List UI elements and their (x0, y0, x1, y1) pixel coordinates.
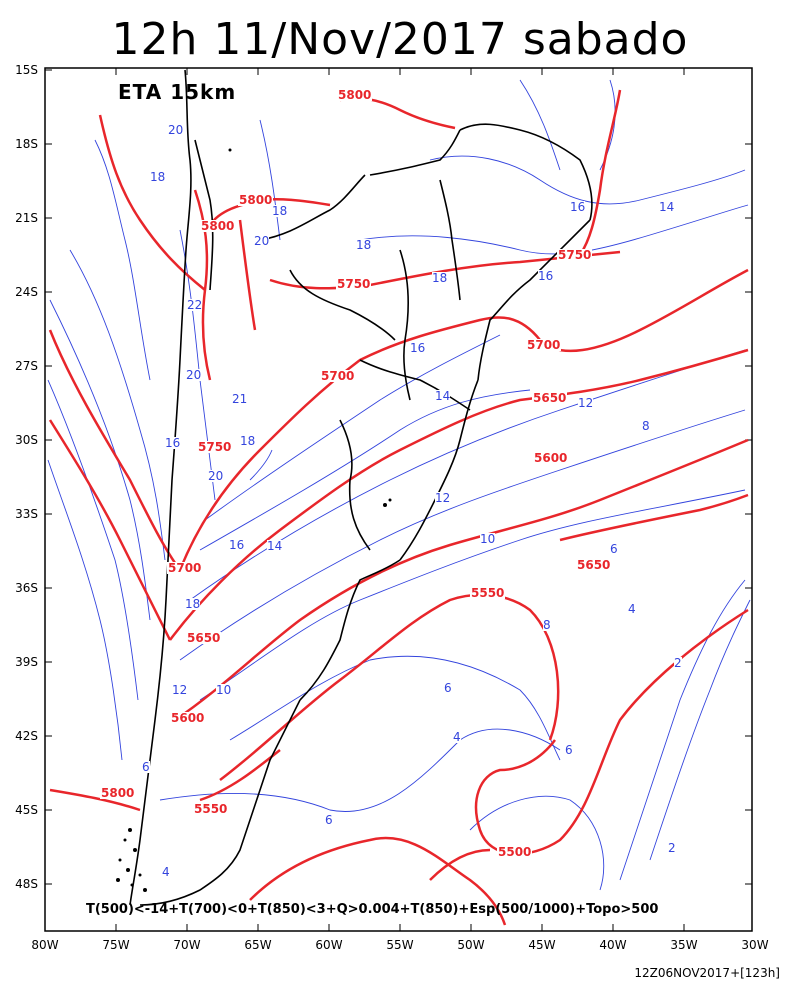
thickness-label: 5800 (337, 88, 373, 102)
latitude-label: 45S (15, 803, 38, 817)
thickness-label: 5500 (497, 845, 533, 859)
temperature-label: 21 (232, 392, 248, 406)
temperature-label: 12 (172, 683, 188, 697)
temperature-label: 6 (444, 681, 452, 695)
longitude-label: 75W (102, 938, 130, 952)
latitude-label: 48S (15, 877, 38, 891)
thickness-label: 5650 (532, 391, 568, 405)
temperature-label: 2 (668, 841, 676, 855)
temperature-label: 6 (325, 813, 333, 827)
model-run-time: 12Z06NOV2017+[123h] (634, 966, 780, 980)
thickness-label: 5550 (193, 802, 229, 816)
longitude-label: 65W (244, 938, 272, 952)
longitude-label: 30W (741, 938, 769, 952)
temperature-label: 16 (165, 436, 181, 450)
latitude-label: 42S (15, 729, 38, 743)
temperature-label: 8 (543, 618, 551, 632)
thickness-label: 5700 (320, 369, 356, 383)
latitude-label: 30S (15, 433, 38, 447)
temperature-label: 22 (187, 298, 203, 312)
thickness-label: 5700 (167, 561, 203, 575)
patagonia-islands (116, 148, 392, 892)
temperature-label: 10 (480, 532, 496, 546)
latitude-label: 33S (15, 507, 38, 521)
temperature-label: 6 (565, 743, 573, 757)
longitude-label: 55W (386, 938, 414, 952)
temperature-label: 6 (142, 760, 150, 774)
latitude-label: 36S (15, 581, 38, 595)
map-frame (44, 67, 753, 932)
temperature-label: 18 (272, 204, 288, 218)
temperature-contours (47, 79, 751, 891)
longitude-label: 40W (599, 938, 627, 952)
thickness-label: 5800 (200, 219, 236, 233)
thickness-label: 5750 (197, 440, 233, 454)
latitude-label: 27S (15, 359, 38, 373)
thickness-label: 5750 (336, 277, 372, 291)
latitude-label: 24S (15, 285, 38, 299)
map-title: 12h 11/Nov/2017 sabado (111, 14, 689, 65)
temperature-label: 16 (410, 341, 426, 355)
latitude-label: 15S (15, 63, 38, 77)
temperature-label: 10 (216, 683, 232, 697)
temperature-label: 20 (254, 234, 270, 248)
temperature-label: 12 (435, 491, 451, 505)
temperature-label: 4 (453, 730, 461, 744)
thickness-contours (48, 89, 749, 926)
thickness-label: 5600 (170, 711, 206, 725)
model-label: ETA 15km (118, 80, 237, 104)
temperature-label: 14 (267, 539, 283, 553)
temperature-label: 4 (628, 602, 636, 616)
temperature-label: 2 (674, 656, 682, 670)
temperature-label: 14 (435, 389, 451, 403)
thickness-label: 5750 (557, 248, 593, 262)
temperature-label: 16 (538, 269, 554, 283)
temperature-label: 18 (150, 170, 166, 184)
temperature-label: 6 (610, 542, 618, 556)
field-legend: T(500)<-14+T(700)<0+T(850)<3+Q>0.004+T(8… (86, 902, 659, 917)
thickness-label: 5650 (186, 631, 222, 645)
thickness-label: 5550 (470, 586, 506, 600)
coastline-borders (129, 69, 593, 906)
temperature-label: 18 (432, 271, 448, 285)
temperature-label: 18 (240, 434, 256, 448)
thickness-label: 5650 (576, 558, 612, 572)
longitude-label: 35W (670, 938, 698, 952)
temperature-label: 18 (356, 238, 372, 252)
longitude-label: 80W (31, 938, 59, 952)
temperature-label: 16 (570, 200, 586, 214)
temperature-label: 12 (578, 396, 594, 410)
thickness-label: 5700 (526, 338, 562, 352)
longitude-label: 60W (315, 938, 343, 952)
temperature-label: 20 (168, 123, 184, 137)
temperature-label: 14 (659, 200, 675, 214)
temperature-label: 20 (186, 368, 202, 382)
longitude-label: 45W (528, 938, 556, 952)
latitude-label: 18S (15, 137, 38, 151)
temperature-label: 8 (642, 419, 650, 433)
longitude-label: 50W (457, 938, 485, 952)
thickness-label: 5600 (533, 451, 569, 465)
temperature-label: 18 (185, 597, 201, 611)
temperature-label: 20 (208, 469, 224, 483)
thickness-label: 5800 (100, 786, 136, 800)
latitude-label: 21S (15, 211, 38, 225)
axis-ticks (45, 68, 752, 931)
latitude-label: 39S (15, 655, 38, 669)
temperature-label: 16 (229, 538, 245, 552)
longitude-label: 70W (173, 938, 201, 952)
thickness-label: 5800 (238, 193, 274, 207)
temperature-label: 4 (162, 865, 170, 879)
